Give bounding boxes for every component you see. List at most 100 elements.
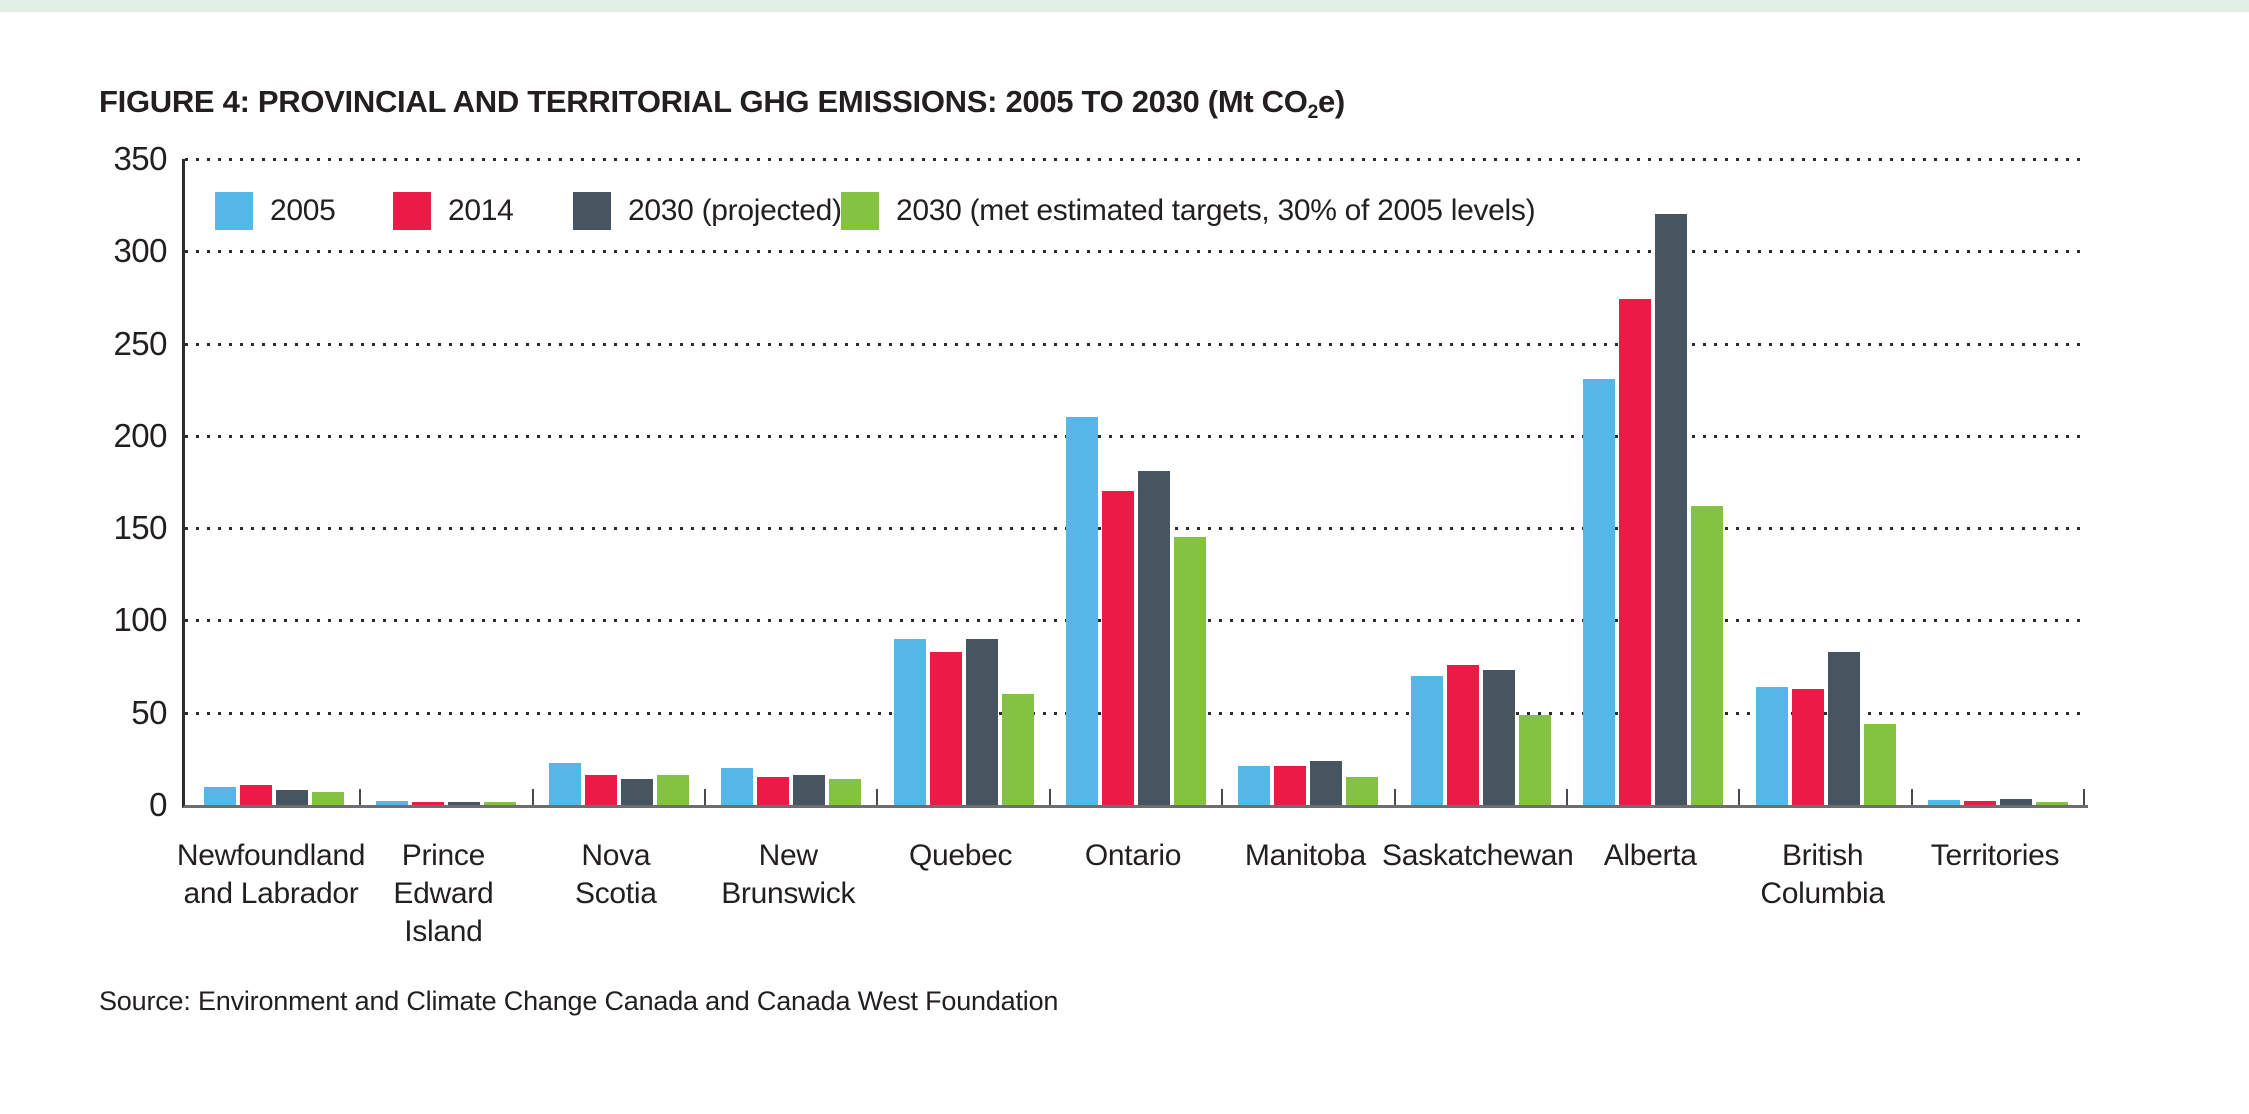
x-label-prince-edward-island: Prince Edward Island — [313, 837, 573, 951]
bar-2014-prince-edward-island — [412, 801, 445, 805]
bar-2014-quebec — [929, 651, 962, 805]
x-label-quebec: Quebec — [831, 837, 1091, 875]
x-axis-tick — [359, 789, 362, 805]
y-tick-label-100: 100 — [113, 601, 167, 639]
x-axis-tick — [531, 789, 534, 805]
bar-2005-alberta — [1583, 378, 1616, 805]
x-axis-tick — [1048, 789, 1051, 805]
x-label-line: Columbia — [1760, 877, 1885, 910]
figure-title-subscript: 2 — [1307, 101, 1319, 123]
gridline-100 — [185, 619, 2088, 623]
x-label-line: Saskatchewan — [1382, 839, 1574, 872]
legend-swatch-icon — [393, 192, 431, 230]
x-label-line: Ontario — [1084, 839, 1182, 872]
bar-2030-nova-scotia — [620, 779, 653, 805]
bar-2005-saskatchewan — [1410, 675, 1443, 805]
legend-label: 2005 — [270, 194, 336, 227]
bar-2014-saskatchewan — [1446, 664, 1479, 805]
bar-2030-british-columbia — [1827, 651, 1860, 805]
y-tick-label-250: 250 — [113, 324, 167, 362]
legend-swatch-icon — [841, 192, 879, 230]
x-axis-tick — [1738, 789, 1741, 805]
bar-2030-territories — [2000, 799, 2032, 805]
legend-swatch-icon — [573, 192, 611, 230]
x-label-line: Quebec — [908, 839, 1013, 872]
bar-2005-prince-edward-island — [376, 801, 409, 805]
bar-2014-ontario — [1102, 491, 1134, 805]
x-label-line: Alberta — [1603, 839, 1697, 872]
legend-item-4: 2030 (met estimated targets, 30% of 2005… — [841, 192, 1536, 230]
bar-2030-new-brunswick — [793, 775, 826, 805]
x-label-line: Prince — [401, 839, 486, 872]
bar-2005-territories — [1928, 800, 1960, 805]
x-label-line: Scotia — [575, 877, 657, 910]
bar-2014-newfoundland-and-labrador — [240, 784, 272, 805]
bar-2030-new-brunswick — [829, 779, 862, 805]
gridline-200 — [185, 434, 2088, 438]
bar-2030-prince-edward-island — [484, 802, 517, 805]
x-label-line: Brunswick — [721, 877, 856, 910]
source-caption: Source: Environment and Climate Change C… — [99, 986, 1059, 1016]
bar-2030-manitoba — [1310, 760, 1343, 805]
figure-title: FIGURE 4: PROVINCIAL AND TERRITORIAL GHG… — [99, 84, 1345, 124]
legend-label: 2030 (met estimated targets, 30% of 2005… — [896, 194, 1536, 227]
gridline-150 — [185, 527, 2088, 531]
x-label-new-brunswick: New Brunswick — [658, 837, 918, 913]
x-axis-tick — [1221, 789, 1224, 805]
bar-2030-quebec — [965, 638, 998, 805]
y-tick-label-350: 350 — [113, 140, 167, 177]
bar-2005-ontario — [1066, 417, 1098, 805]
legend-item-2: 2014 — [393, 192, 514, 230]
bar-2005-nova-scotia — [548, 762, 581, 805]
bar-chart-plot-area: 2005 2014 2030 (projected) 2030 (met estima… — [113, 140, 2088, 823]
legend-item-3: 2030 (projected) — [573, 192, 842, 230]
y-tick-label-200: 200 — [113, 416, 167, 454]
x-axis-tick — [1566, 789, 1568, 805]
bar-2030-nova-scotia — [656, 775, 689, 805]
x-label-line: and Labrador — [183, 877, 359, 910]
bar-2030-british-columbia — [1863, 723, 1896, 805]
x-axis-tick — [2083, 789, 2086, 805]
gridline-250 — [185, 342, 2088, 346]
bar-2014-british-columbia — [1791, 688, 1824, 805]
bar-2005-british-columbia — [1755, 686, 1788, 805]
x-label-line: Newfoundland — [176, 839, 366, 872]
x-label-newfoundland-and-labrador: Newfoundland and Labrador — [141, 837, 401, 913]
y-tick-label-50: 50 — [131, 693, 167, 731]
bar-2014-territories — [1964, 800, 1996, 805]
y-tick-label-0: 0 — [149, 786, 167, 823]
bar-2030-ontario — [1138, 470, 1170, 805]
bar-2030-alberta — [1691, 506, 1724, 805]
bar-2014-new-brunswick — [757, 777, 790, 805]
x-label-line: New — [758, 839, 818, 872]
x-label-manitoba: Manitoba — [1175, 837, 1435, 875]
x-axis-tick — [704, 789, 706, 805]
x-axis-tick — [876, 789, 879, 805]
figure-title-suffix: e) — [1317, 84, 1345, 119]
bar-2014-nova-scotia — [584, 774, 617, 805]
bar-2030-ontario — [1174, 537, 1206, 805]
x-label-nova-scotia: Nova Scotia — [486, 837, 746, 913]
x-label-ontario: Ontario — [1003, 837, 1263, 875]
bar-2030-saskatchewan — [1518, 714, 1551, 805]
legend-label: 2014 — [448, 194, 514, 227]
x-label-line: Nova — [581, 839, 651, 872]
bar-2030-saskatchewan — [1482, 670, 1515, 805]
bar-2005-manitoba — [1238, 766, 1271, 805]
bar-2030-alberta — [1655, 214, 1688, 805]
bar-2030-prince-edward-island — [448, 801, 481, 805]
bar-2014-manitoba — [1274, 766, 1307, 805]
x-label-line: Island — [404, 915, 483, 948]
gridline-350 — [185, 158, 2088, 161]
x-label-line: Edward — [393, 877, 494, 910]
x-label-alberta: Alberta — [1520, 837, 1780, 875]
gridline-300 — [185, 250, 2088, 254]
bar-2014-alberta — [1619, 299, 1652, 805]
bar-2005-new-brunswick — [721, 768, 754, 805]
x-label-line: British — [1781, 839, 1864, 872]
x-label-line: Territories — [1930, 839, 2060, 872]
x-label-saskatchewan: Saskatchewan — [1348, 837, 1608, 875]
x-label-line: Manitoba — [1244, 839, 1366, 872]
y-tick-label-150: 150 — [113, 509, 167, 547]
bar-2005-quebec — [893, 638, 926, 805]
